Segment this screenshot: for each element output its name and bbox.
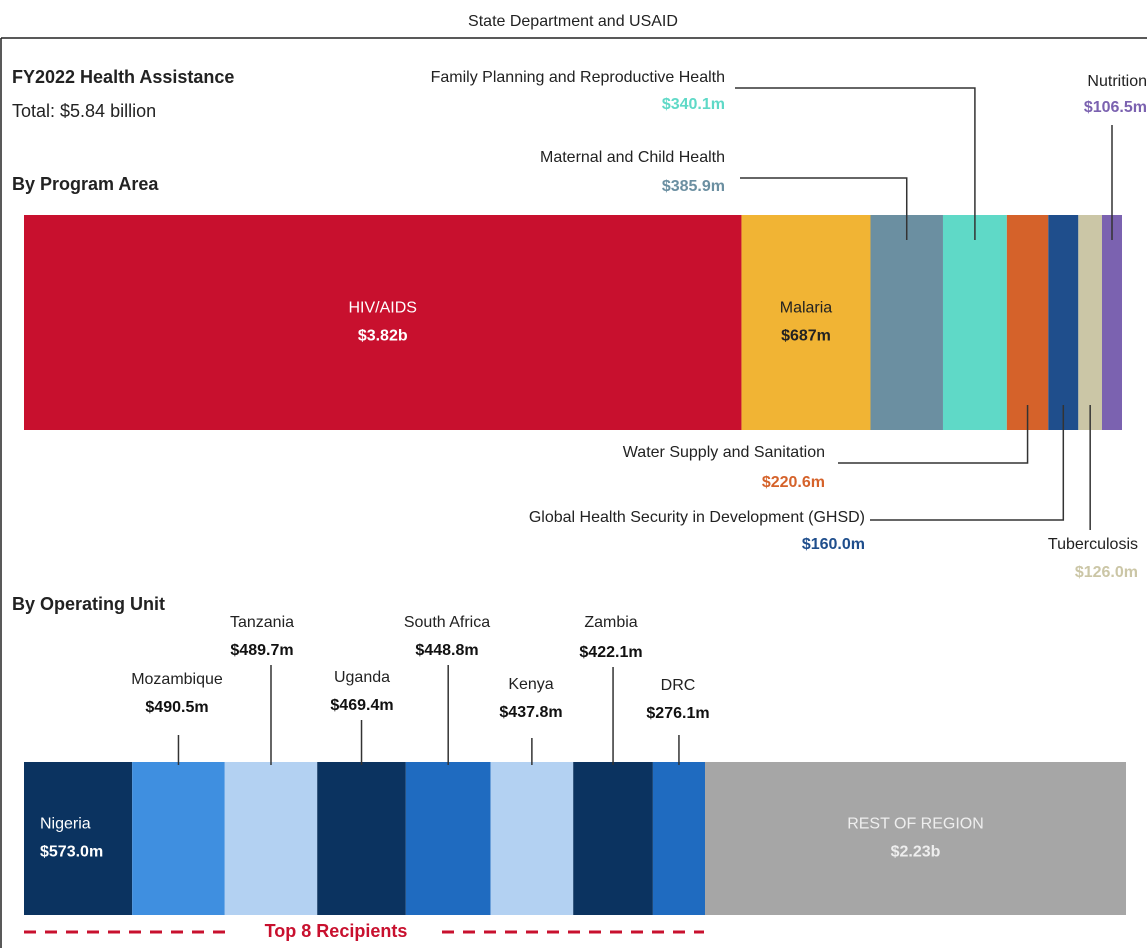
callout-value: $448.8m: [415, 642, 478, 659]
callout-value: $422.1m: [579, 644, 642, 661]
section-title: By Program Area: [12, 174, 159, 194]
segment-label: HIV/AIDS: [348, 300, 416, 317]
bar-segment: [741, 215, 871, 430]
bar-segment: [317, 762, 406, 915]
bar-segment: [1006, 215, 1049, 430]
callout-label: Zambia: [584, 614, 637, 631]
bar-segment: [573, 762, 653, 915]
bar-segment: [132, 762, 225, 915]
segment-value: $3.82b: [358, 328, 408, 345]
callout-value: $106.5m: [1084, 99, 1147, 116]
segment-value: $2.23b: [891, 844, 941, 861]
bar-segment: [24, 215, 742, 430]
callout-value: $126.0m: [1075, 564, 1138, 581]
leader-line: [870, 405, 1065, 521]
bar-segment: [24, 762, 133, 915]
segment-label: Nigeria: [40, 816, 91, 833]
callout-label: Nutrition: [1087, 73, 1147, 90]
callout-value: $160.0m: [802, 536, 865, 553]
callout-label: Family Planning and Reproductive Health: [431, 69, 725, 86]
bar-segment: [705, 762, 1126, 915]
callout-value: $220.6m: [762, 474, 825, 491]
bar-segment: [224, 762, 318, 915]
segment-label: Malaria: [780, 300, 833, 317]
section-title: By Operating Unit: [12, 594, 165, 614]
callout-label: Global Health Security in Development (G…: [529, 509, 865, 526]
leader-line: [735, 87, 976, 240]
subtitle: State Department and USAID: [468, 13, 678, 30]
bar-segment: [1101, 215, 1122, 430]
callout-label: South Africa: [404, 614, 490, 631]
callout-value: $489.7m: [230, 642, 293, 659]
leader-line: [838, 405, 1029, 464]
callout-value: $385.9m: [662, 178, 725, 195]
callout-label: Water Supply and Sanitation: [623, 444, 825, 461]
callout-value: $437.8m: [499, 704, 562, 721]
title: FY2022 Health Assistance: [12, 67, 234, 87]
callout-label: Uganda: [334, 669, 390, 686]
callout-value: $276.1m: [646, 705, 709, 722]
callout-label: Tanzania: [230, 614, 294, 631]
callout-value: $469.4m: [330, 697, 393, 714]
bar-segment: [942, 215, 1007, 430]
bar-segment: [870, 215, 943, 430]
bar-segment: [490, 762, 574, 915]
callout-label: Kenya: [508, 676, 553, 693]
bar-segment: [652, 762, 706, 915]
callout-value: $490.5m: [145, 699, 208, 716]
segment-label: REST OF REGION: [847, 816, 984, 833]
segment-value: $687m: [781, 328, 831, 345]
bar-segment: [405, 762, 491, 915]
leader-line: [740, 177, 908, 240]
bar-segment: [1078, 215, 1102, 430]
callout-label: DRC: [661, 677, 696, 694]
callout-label: Tuberculosis: [1048, 536, 1138, 553]
callout-value: $340.1m: [662, 96, 725, 113]
callout-label: Mozambique: [131, 671, 223, 688]
total: Total: $5.84 billion: [12, 101, 156, 121]
bar-segment: [1048, 215, 1079, 430]
callout-label: Maternal and Child Health: [540, 149, 725, 166]
annotation: Top 8 Recipients: [265, 921, 408, 941]
segment-value: $573.0m: [40, 844, 103, 861]
